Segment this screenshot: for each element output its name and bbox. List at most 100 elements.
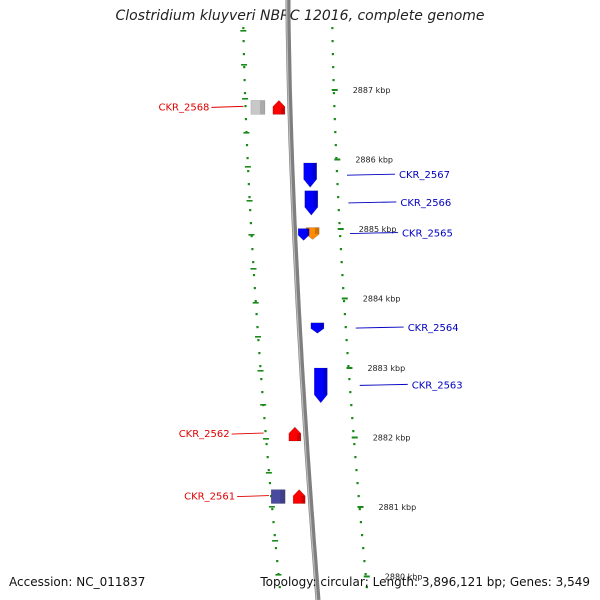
track-dot — [360, 534, 364, 537]
gene-arrow — [292, 489, 306, 504]
gene-leader-line — [231, 432, 264, 435]
kbp-tick — [363, 575, 370, 578]
gene-arrow-shade — [296, 433, 301, 441]
track-dot — [263, 417, 266, 420]
track-dash — [240, 30, 247, 32]
track-dot — [339, 248, 343, 251]
track-dot — [249, 209, 252, 212]
track-dot — [335, 157, 338, 160]
gene-arrow-shade — [312, 162, 317, 180]
track-dot — [249, 222, 252, 225]
track-dash — [246, 200, 253, 202]
track-dot — [332, 79, 335, 82]
page-title: Clostridium kluyveri NBRC 12016, complet… — [115, 8, 485, 24]
kbp-tick — [331, 89, 338, 91]
gene-block — [270, 489, 286, 504]
track-dot — [264, 430, 267, 433]
track-dot — [265, 443, 268, 446]
track-dash — [248, 234, 255, 236]
track-dot — [365, 586, 368, 589]
gene-label: CKR_2568 — [158, 102, 209, 113]
gene-leader-line — [347, 173, 396, 176]
gene-arrow-companion — [297, 228, 310, 241]
track-dot — [248, 196, 251, 199]
track-dot — [358, 508, 361, 511]
gene-block-shade — [280, 489, 286, 504]
track-dot — [354, 456, 357, 459]
track-dot — [345, 339, 348, 342]
track-dot — [347, 365, 350, 368]
track-dot — [245, 144, 249, 147]
track-dot — [244, 118, 248, 121]
track-dot — [243, 66, 246, 69]
track-dot — [353, 443, 356, 446]
gene-CKR_2568: CKR_2568 — [158, 99, 286, 115]
gene-arrow-shade — [301, 495, 306, 504]
track-dot — [331, 53, 334, 56]
track-dot — [252, 274, 256, 277]
track-dash — [252, 302, 259, 304]
kbp-tick-label: 2883 kbp — [367, 364, 405, 373]
gene-arrow-shade — [319, 322, 324, 329]
gene-leader-line — [237, 495, 270, 498]
gene-CKR_2561: CKR_2561 — [184, 489, 306, 504]
track-dot — [351, 417, 354, 420]
track-dot — [259, 365, 262, 368]
track-dot — [268, 482, 272, 485]
track-dot — [247, 170, 250, 173]
kbp-tick-label: 2881 kbp — [378, 503, 416, 512]
gene-CKR_2562: CKR_2562 — [179, 426, 302, 442]
track-dot — [338, 222, 341, 225]
track-dot — [340, 261, 343, 264]
gene-leader-line — [355, 326, 404, 329]
track-dot — [359, 521, 363, 524]
gene-features: CKR_2568 CKR_2567 CKR_2566 CKR_2565 CKR_2564… — [158, 99, 463, 504]
track-dot — [251, 248, 254, 251]
gene-arrow — [288, 426, 302, 442]
gene-CKR_2566: CKR_2566 — [304, 190, 451, 216]
track-dot — [246, 157, 249, 160]
gene-arrow — [310, 322, 325, 334]
kbp-tick-label: 2884 kbp — [363, 295, 401, 304]
track-dot — [344, 326, 347, 329]
genome-backbone — [285, 0, 321, 600]
kbp-ticks: 2887 kbp 2886 kbp 2885 kbp 2884 kbp 2883 kbp… — [331, 86, 423, 582]
track-dash — [275, 574, 282, 576]
track-dot — [253, 287, 256, 290]
track-dot — [332, 92, 336, 95]
gene-label: CKR_2565 — [402, 229, 453, 240]
track-dot — [332, 66, 335, 69]
track-dot — [272, 521, 275, 524]
track-dot — [255, 313, 258, 316]
track-dot — [346, 352, 349, 355]
gene-label: CKR_2562 — [179, 429, 230, 440]
track-dot — [258, 352, 261, 355]
track-dot — [244, 105, 247, 108]
kbp-tick — [357, 506, 364, 508]
track-dot — [257, 339, 260, 342]
track-dot — [256, 326, 259, 329]
track-dot — [363, 560, 366, 563]
track-dash — [242, 98, 249, 100]
kbp-tick — [346, 367, 353, 369]
track-dot — [350, 404, 353, 407]
gene-leader-line — [211, 105, 244, 108]
track-dot — [331, 27, 334, 30]
track-dot — [337, 209, 340, 212]
track-dot — [343, 313, 346, 316]
track-dash — [244, 166, 251, 168]
kbp-tick — [341, 297, 348, 300]
track-dot — [348, 378, 351, 381]
backbone-line — [285, 0, 321, 600]
track-dot — [355, 469, 358, 472]
track-dot — [342, 300, 346, 303]
gene-leader-line — [359, 383, 408, 386]
track-dot — [337, 196, 340, 199]
gene-arrow-shade — [314, 227, 320, 235]
kbp-tick-label: 2880 kbp — [385, 573, 423, 582]
track-dot — [276, 560, 279, 563]
gene-arrow-shade — [323, 368, 328, 395]
track-dash — [243, 132, 250, 134]
gene-arrow — [303, 162, 317, 188]
